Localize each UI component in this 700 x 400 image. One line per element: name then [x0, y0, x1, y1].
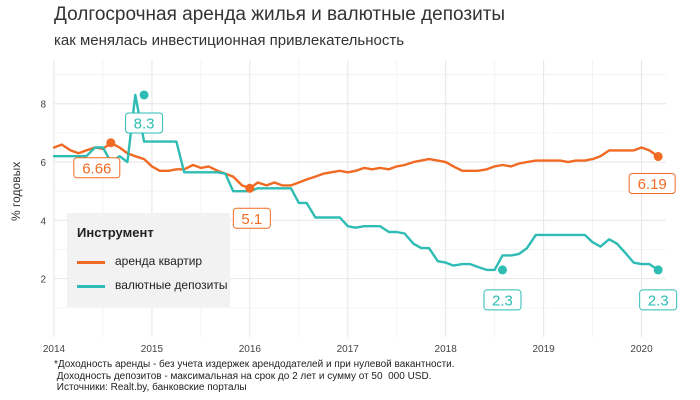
annotation-point [245, 183, 255, 193]
legend-item-rent: аренда квартир [77, 253, 227, 271]
x-tick-label: 2017 [337, 344, 360, 355]
data-label: 2.3 [492, 292, 513, 309]
annotation-point [139, 90, 149, 100]
data-label-box [73, 157, 121, 179]
chart-subtitle: как менялась инвестиционная привлекатель… [54, 32, 405, 49]
data-label: 2.3 [648, 292, 669, 309]
legend-title: Инструмент [77, 225, 154, 240]
chart-title: Долгосрочная аренда жилья и валютные деп… [54, 4, 506, 25]
legend-swatch-deposits [77, 285, 105, 288]
y-tick-label: 8 [40, 100, 46, 111]
y-tick-labels: 2 4 6 8 [40, 100, 46, 286]
series-lines [52, 93, 660, 272]
data-labels: 6.66 5.1 6.19 8.3 2.3 2.3 [73, 90, 678, 311]
grid-lines [53, 60, 666, 337]
data-label-box [483, 289, 522, 311]
annotation-point [653, 152, 663, 162]
legend-swatch-rent [77, 261, 105, 264]
x-tick-label: 2015 [141, 344, 164, 355]
annotation-point [497, 265, 507, 275]
x-tick-label: 2014 [43, 344, 66, 355]
annotation-point [653, 265, 663, 275]
data-label: 6.66 [82, 160, 111, 177]
legend: Инструмент аренда квартир валютные депоз… [67, 213, 230, 307]
x-tick-label: 2019 [532, 344, 555, 355]
y-tick-label: 6 [40, 158, 46, 169]
data-label-box [125, 112, 164, 134]
data-label-box [232, 207, 271, 229]
legend-label-rent: аренда квартир [115, 254, 203, 268]
data-label: 8.3 [134, 115, 155, 132]
footnote: *Доходность аренды - без учета издержек … [54, 359, 455, 393]
legend-item-deposits: валютные депозиты [77, 277, 227, 295]
y-tick-label: 4 [40, 216, 46, 227]
x-tick-label: 2020 [630, 344, 653, 355]
data-label: 5.1 [241, 211, 262, 228]
x-tick-label: 2016 [239, 344, 262, 355]
y-tick-label: 2 [40, 275, 46, 286]
data-label: 6.19 [638, 176, 667, 193]
x-tick-labels: 2014 2015 2016 2017 2018 2019 2020 [43, 344, 653, 355]
annotation-point [106, 138, 116, 148]
data-label-box [628, 173, 676, 195]
legend-label-deposits: валютные депозиты [115, 278, 228, 292]
data-label-box [639, 289, 678, 311]
series-line-rent [52, 141, 660, 190]
x-tick-label: 2018 [435, 344, 458, 355]
series-line-deposits [52, 93, 660, 272]
